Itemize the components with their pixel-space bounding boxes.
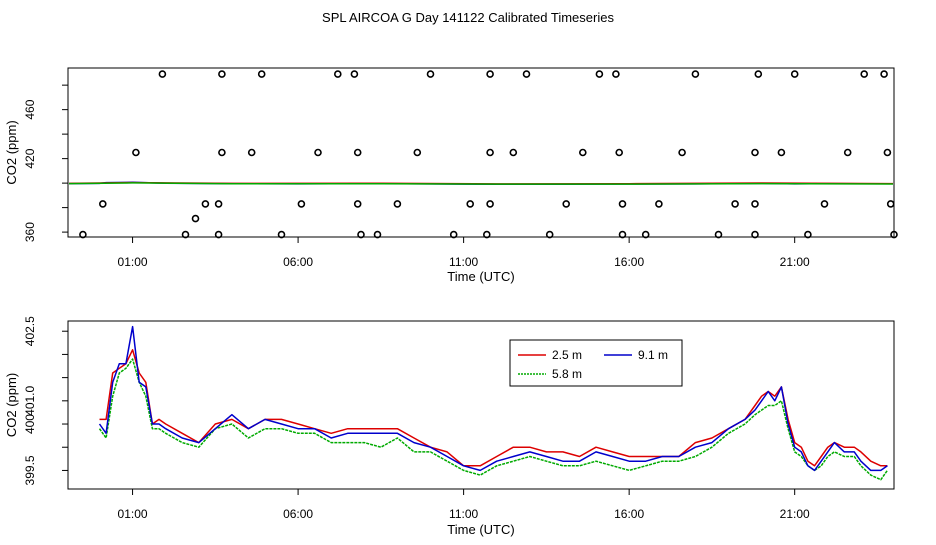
data-point xyxy=(482,230,491,239)
y-tick-label: 360 xyxy=(23,222,37,242)
data-point xyxy=(509,148,518,157)
x-tick-label: 01:00 xyxy=(118,507,148,521)
data-point xyxy=(615,148,624,157)
legend-label-5-8m: 5.8 m xyxy=(552,367,582,381)
data-point xyxy=(890,230,898,239)
series-line-5-8-m xyxy=(69,182,893,185)
data-point xyxy=(277,230,286,239)
x-tick-label: 06:00 xyxy=(283,255,313,269)
data-point xyxy=(132,148,140,157)
data-point xyxy=(297,200,306,208)
legend: 2.5 m 5.8 m 9.1 m xyxy=(509,339,683,387)
data-point xyxy=(618,200,627,208)
plot-area xyxy=(69,181,893,185)
y-tick-label: 401.0 xyxy=(23,385,37,415)
data-point xyxy=(678,148,686,157)
y-tick-label: 402.5 xyxy=(23,316,37,346)
data-point xyxy=(751,230,759,239)
data-point xyxy=(777,148,786,157)
data-point xyxy=(486,70,494,78)
data-point xyxy=(373,230,382,239)
data-point xyxy=(820,200,829,208)
y-tick-label: 399.5 xyxy=(23,455,37,485)
data-point xyxy=(191,214,200,223)
data-point xyxy=(731,200,739,208)
x-tick-label: 06:00 xyxy=(283,507,313,521)
data-point xyxy=(804,230,812,239)
series-line-9-1-m xyxy=(98,325,888,472)
y-tick-label: 460 xyxy=(23,99,37,119)
data-point xyxy=(257,70,266,78)
data-point xyxy=(353,148,362,157)
y-axis-label: CO2 (ppm) xyxy=(4,373,19,437)
data-point xyxy=(79,230,87,239)
data-point xyxy=(181,230,190,239)
data-point xyxy=(201,200,210,208)
data-point xyxy=(214,230,223,239)
x-tick-label: 01:00 xyxy=(118,255,148,269)
data-point xyxy=(641,230,650,239)
data-point xyxy=(886,200,895,208)
data-point xyxy=(751,200,759,208)
data-point xyxy=(350,70,359,78)
data-point xyxy=(99,200,107,208)
data-point xyxy=(595,70,604,78)
plot-frame xyxy=(67,67,895,238)
plot-frame xyxy=(67,320,895,490)
data-point xyxy=(618,230,627,239)
x-tick-label: 21:00 xyxy=(780,507,810,521)
data-point xyxy=(357,230,365,239)
y-tick-label: 400 xyxy=(23,414,37,434)
data-point xyxy=(333,70,342,78)
data-point xyxy=(880,70,888,78)
data-point xyxy=(843,148,852,157)
x-tick-label: 11:00 xyxy=(449,255,478,269)
data-point xyxy=(522,70,531,78)
data-point xyxy=(413,148,422,157)
data-point xyxy=(860,70,869,78)
legend-label-9-1m: 9.1 m xyxy=(638,348,668,362)
data-point xyxy=(218,148,226,157)
chart-title: SPL AIRCOA G Day 141122 Calibrated Times… xyxy=(322,10,614,25)
x-axis-label: Time (UTC) xyxy=(447,269,514,284)
data-point xyxy=(314,148,322,157)
data-point xyxy=(578,148,587,157)
data-point xyxy=(158,70,167,78)
data-point xyxy=(714,230,723,239)
data-point xyxy=(426,70,435,78)
data-point xyxy=(393,200,402,208)
series-line-5-8-m xyxy=(98,358,889,481)
data-point xyxy=(449,230,458,239)
series-line-2-5-m xyxy=(99,349,888,467)
data-point xyxy=(754,70,763,78)
x-tick-label: 11:00 xyxy=(449,507,478,521)
data-point xyxy=(790,70,799,78)
y-axis-label: CO2 (ppm) xyxy=(4,120,19,184)
x-axis-label: Time (UTC) xyxy=(447,522,514,537)
legend-label-2-5m: 2.5 m xyxy=(552,348,582,362)
data-point xyxy=(655,200,663,208)
legend-box xyxy=(509,339,683,387)
data-point xyxy=(247,148,256,157)
x-tick-label: 16:00 xyxy=(614,255,644,269)
data-point xyxy=(751,148,759,157)
data-point xyxy=(466,200,475,208)
data-point xyxy=(214,200,223,208)
data-point xyxy=(353,200,362,208)
plot-area xyxy=(98,325,889,481)
x-tick-label: 21:00 xyxy=(780,255,810,269)
top-panel: 01:00 06:00 11:00 16:00 21:00 360 420 460 Time (… xyxy=(4,67,898,284)
data-point xyxy=(883,148,892,157)
y-tick-label: 420 xyxy=(23,148,37,168)
data-point xyxy=(562,200,571,208)
data-point xyxy=(486,200,494,208)
data-point xyxy=(486,148,494,157)
data-point xyxy=(218,70,226,78)
data-point xyxy=(691,70,700,78)
x-tick-label: 16:00 xyxy=(614,507,644,521)
data-point xyxy=(612,70,620,78)
data-point xyxy=(545,230,554,239)
